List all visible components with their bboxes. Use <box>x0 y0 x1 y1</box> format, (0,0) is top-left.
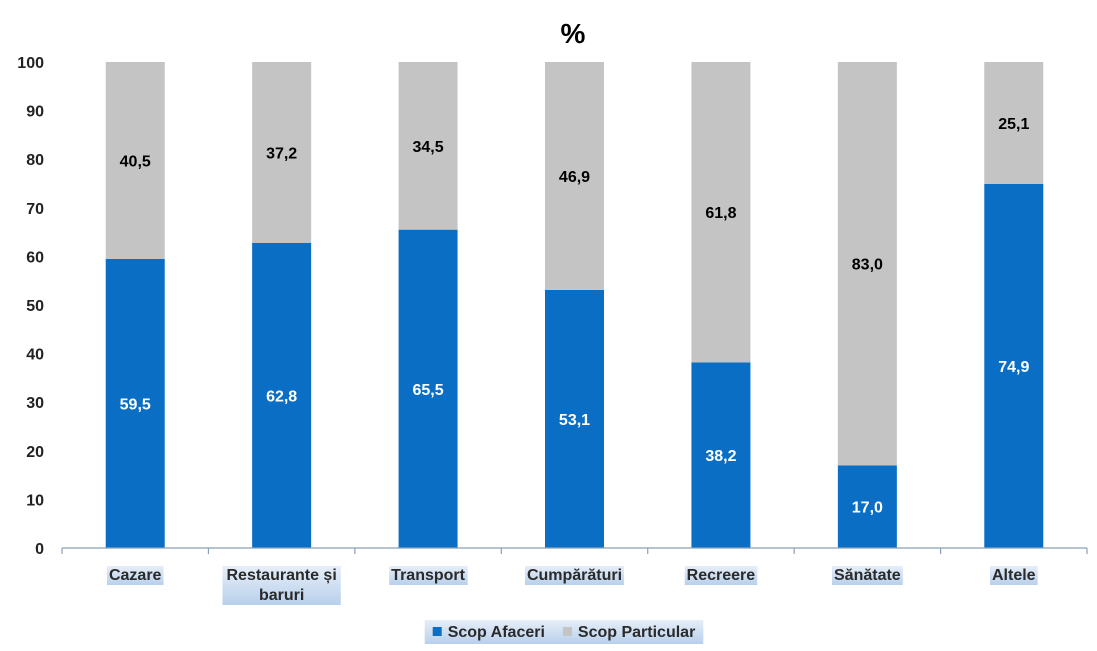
category-label-background <box>832 566 903 585</box>
y-tick-label: 90 <box>26 104 44 121</box>
bar-scop-afaceri <box>691 362 751 548</box>
y-tick-label: 10 <box>26 492 44 509</box>
y-tick-label: 80 <box>26 152 44 169</box>
x-category-label: Transport <box>389 566 468 585</box>
data-label: 17,0 <box>852 500 883 517</box>
category-label-background <box>389 566 468 585</box>
data-label: 25,1 <box>998 116 1029 133</box>
bar-scop-particular <box>837 62 897 466</box>
y-tick-label: 20 <box>26 444 44 461</box>
x-category-label-text: Altele <box>992 567 1036 584</box>
data-label: 74,9 <box>998 359 1029 376</box>
data-label: 83,0 <box>852 257 883 274</box>
bar-scop-particular <box>984 62 1044 184</box>
bar-scop-afaceri <box>252 242 312 549</box>
legend-swatch <box>562 627 572 636</box>
bar-scop-afaceri <box>837 465 897 548</box>
bar-scop-afaceri <box>984 183 1044 548</box>
x-category-label-text: Transport <box>391 567 465 584</box>
category-label-background <box>222 566 341 605</box>
data-label: 37,2 <box>266 145 297 162</box>
data-label: 34,5 <box>413 139 444 156</box>
category-label-background <box>989 566 1038 585</box>
x-category-label-text: Cumpărături <box>527 567 622 584</box>
bar-scop-particular <box>398 62 458 230</box>
data-label: 46,9 <box>559 169 590 186</box>
bar-scop-afaceri <box>545 289 604 548</box>
y-tick-label: 100 <box>17 55 44 72</box>
data-label: 62,8 <box>266 388 297 405</box>
y-tick-label: 60 <box>26 249 44 266</box>
legend-label: Scop Afaceri <box>448 624 545 641</box>
x-category-label: Sănătate <box>832 566 903 585</box>
category-label-background <box>524 566 625 585</box>
bar-scop-particular <box>691 62 751 363</box>
y-tick-label: 70 <box>26 201 44 218</box>
chart-legend: Scop Afaceri Scop Particular <box>424 620 704 644</box>
x-category-label-text: Sănătate <box>834 567 901 584</box>
chart-title: % <box>561 18 586 49</box>
bar-scop-particular <box>545 62 604 290</box>
x-category-label: Cumpărături <box>524 566 625 585</box>
bar-scop-afaceri <box>398 229 458 549</box>
x-category-label: Cazare <box>106 566 164 585</box>
x-category-label-text: baruri <box>259 587 304 604</box>
data-label: 65,5 <box>413 382 444 399</box>
y-tick-label: 50 <box>26 298 44 315</box>
y-tick-label: 0 <box>35 541 44 558</box>
data-label: 61,8 <box>705 205 736 222</box>
legend-label: Scop Particular <box>578 624 695 641</box>
data-label: 38,2 <box>705 448 736 465</box>
data-label: 59,5 <box>120 396 151 413</box>
data-label: 40,5 <box>120 153 151 170</box>
y-tick-label: 40 <box>26 347 44 364</box>
x-category-label: Altele <box>989 566 1038 585</box>
x-category-label-text: Recreere <box>687 567 756 584</box>
x-category-label-text: Cazare <box>109 567 162 584</box>
x-category-label: Restaurante și baruri <box>222 566 341 605</box>
category-label-background <box>106 566 164 585</box>
x-category-label-text: Restaurante și <box>227 567 337 584</box>
category-label-background <box>684 566 758 585</box>
bar-scop-afaceri <box>105 258 165 548</box>
x-category-label: Recreere <box>684 566 758 585</box>
bar-scop-particular <box>105 62 165 259</box>
data-label: 53,1 <box>559 412 590 429</box>
bar-scop-particular <box>252 62 312 243</box>
y-tick-label: 30 <box>26 395 44 412</box>
legend-swatch <box>432 627 442 636</box>
